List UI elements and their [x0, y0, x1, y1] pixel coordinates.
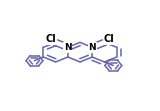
Text: Cl: Cl [46, 34, 57, 44]
Text: N: N [64, 43, 72, 52]
Text: N: N [88, 43, 96, 52]
Text: Cl: Cl [103, 34, 114, 44]
